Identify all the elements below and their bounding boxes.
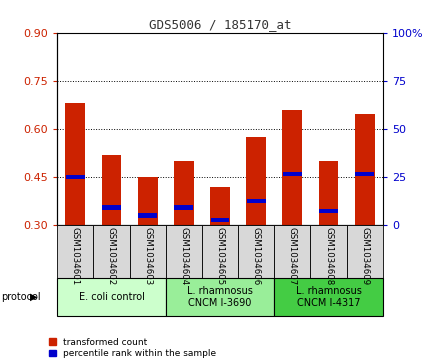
Text: GSM1034603: GSM1034603 [143,227,152,285]
Text: protocol: protocol [1,292,40,302]
Bar [211,218,229,222]
Bar [355,114,375,225]
Bar [319,209,338,213]
Bar [57,225,93,278]
Bar [138,177,158,225]
Bar [355,172,374,176]
Bar [283,172,302,176]
Bar [174,205,193,209]
Bar [166,278,274,316]
Bar [102,155,121,225]
Bar [210,187,230,225]
Bar [347,225,383,278]
Bar [282,110,302,225]
Bar [247,199,266,203]
Text: GSM1034602: GSM1034602 [107,227,116,285]
Bar [274,225,311,278]
Bar [93,225,129,278]
Text: L. rhamnosus
CNCM I-4317: L. rhamnosus CNCM I-4317 [296,286,362,307]
Bar [202,225,238,278]
Bar [311,225,347,278]
Text: GSM1034601: GSM1034601 [71,227,80,285]
Bar [138,213,157,217]
Bar [238,225,274,278]
Bar [66,175,85,179]
Text: GSM1034605: GSM1034605 [216,227,224,285]
Bar [174,161,194,225]
Text: ▶: ▶ [30,292,37,302]
Text: GSM1034608: GSM1034608 [324,227,333,285]
Bar [129,225,166,278]
Text: GSM1034609: GSM1034609 [360,227,369,285]
Bar [246,137,266,225]
Bar [57,278,166,316]
Text: GSM1034604: GSM1034604 [180,227,188,285]
Bar [102,205,121,209]
Text: L. rhamnosus
CNCM I-3690: L. rhamnosus CNCM I-3690 [187,286,253,307]
Text: GSM1034606: GSM1034606 [252,227,260,285]
Bar [66,103,85,225]
Title: GDS5006 / 185170_at: GDS5006 / 185170_at [149,19,291,32]
Bar [274,278,383,316]
Legend: transformed count, percentile rank within the sample: transformed count, percentile rank withi… [48,338,216,359]
Text: GSM1034607: GSM1034607 [288,227,297,285]
Text: E. coli control: E. coli control [78,292,144,302]
Bar [319,161,338,225]
Bar [166,225,202,278]
